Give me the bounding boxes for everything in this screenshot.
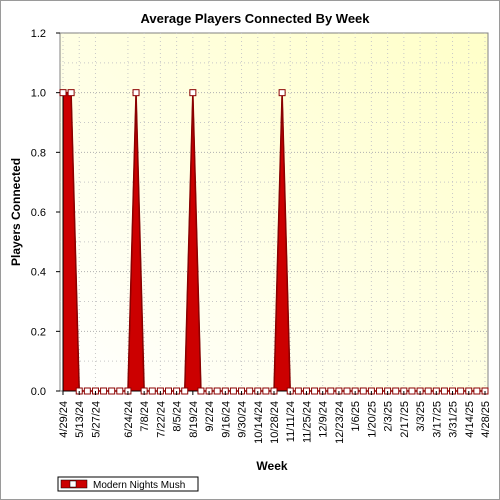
x-tick-label: 4/29/24 — [58, 401, 70, 438]
data-point-marker — [165, 387, 172, 395]
x-tick-label: 11/25/24 — [301, 401, 313, 443]
data-point-marker — [229, 387, 237, 395]
x-tick-label: 12/9/24 — [318, 401, 330, 438]
legend: Modern Nights Mush — [57, 476, 199, 492]
data-point-marker — [59, 89, 67, 97]
data-point-marker — [197, 387, 205, 395]
x-tick-label: 1/20/25 — [366, 401, 378, 438]
data-point-marker — [108, 387, 116, 395]
data-point-marker — [343, 387, 351, 395]
y-tick-label: 0.8 — [31, 147, 46, 159]
data-point-marker — [148, 387, 156, 395]
data-point-marker — [376, 387, 383, 395]
x-tick-label: 11/11/24 — [285, 401, 297, 442]
data-point-marker — [424, 387, 432, 395]
x-tick-label: 10/14/24 — [253, 401, 265, 444]
data-point-marker — [278, 89, 286, 97]
data-point-marker — [311, 387, 319, 395]
x-tick-label: 12/23/24 — [334, 401, 346, 444]
x-tick-label: 3/17/25 — [431, 401, 443, 438]
data-point-marker — [246, 387, 254, 395]
x-tick-label: 1/6/25 — [350, 401, 362, 432]
data-point-marker — [67, 89, 75, 97]
data-point-marker — [408, 387, 416, 395]
x-tick-label: 7/8/24 — [139, 401, 151, 432]
data-point-marker — [392, 387, 400, 395]
x-tick-label: 9/2/24 — [204, 401, 216, 432]
x-tick-label: 6/24/24 — [123, 401, 135, 438]
y-tick-label: 1.0 — [31, 88, 46, 100]
y-tick-label: 0.4 — [31, 267, 46, 279]
x-tick-label: 9/30/24 — [237, 401, 249, 438]
data-point-marker — [473, 387, 481, 395]
data-point-marker — [294, 387, 302, 395]
data-point-marker — [327, 387, 335, 395]
legend-box — [57, 476, 199, 492]
x-tick-label: 5/27/24 — [90, 401, 102, 438]
data-point-marker — [359, 387, 367, 395]
x-axis-title: Week — [256, 459, 287, 473]
y-tick-label: 0.6 — [31, 207, 46, 219]
data-point-marker — [457, 387, 465, 395]
x-tick-label: 2/17/25 — [399, 401, 411, 438]
data-point-marker — [181, 387, 189, 395]
x-tick-label: 5/13/24 — [74, 401, 86, 438]
x-tick-label: 2/3/25 — [383, 401, 395, 432]
legend-label: Modern Nights Mush — [93, 480, 185, 491]
y-axis: 0.0 0.2 0.4 0.6 0.8 1.0 1.2 — [31, 28, 60, 398]
data-point-marker — [132, 89, 140, 97]
data-point-marker — [100, 387, 108, 395]
data-point-marker — [440, 387, 448, 395]
data-point-marker — [83, 387, 91, 395]
x-axis: 4/29/24 5/13/24 5/27/24 6/24/24 7/8/24 7/22/2… — [58, 391, 492, 444]
x-tick-label: 3/3/25 — [415, 401, 427, 432]
x-tick-label: 9/16/24 — [220, 401, 232, 438]
x-tick-label: 8/5/24 — [172, 401, 184, 432]
y-axis-title: Players Connected — [9, 158, 23, 266]
x-tick-label: 4/14/25 — [464, 401, 476, 438]
x-tick-label: 8/19/24 — [188, 401, 200, 438]
chart-title: Average Players Connected By Week — [140, 11, 370, 26]
y-tick-label: 0.0 — [31, 386, 46, 398]
y-tick-label: 0.2 — [31, 326, 46, 338]
x-tick-label: 4/28/25 — [480, 401, 492, 438]
data-point-marker — [189, 89, 197, 97]
data-point-marker — [213, 387, 221, 395]
grid-lines — [60, 33, 488, 391]
x-tick-label: 7/22/24 — [155, 401, 167, 438]
data-point-marker — [262, 387, 270, 395]
legend-marker — [69, 480, 77, 488]
y-tick-label: 1.2 — [31, 28, 46, 40]
x-tick-label: 10/28/24 — [269, 401, 281, 444]
x-tick-label: 3/31/25 — [448, 401, 460, 438]
data-point-marker — [116, 387, 124, 395]
